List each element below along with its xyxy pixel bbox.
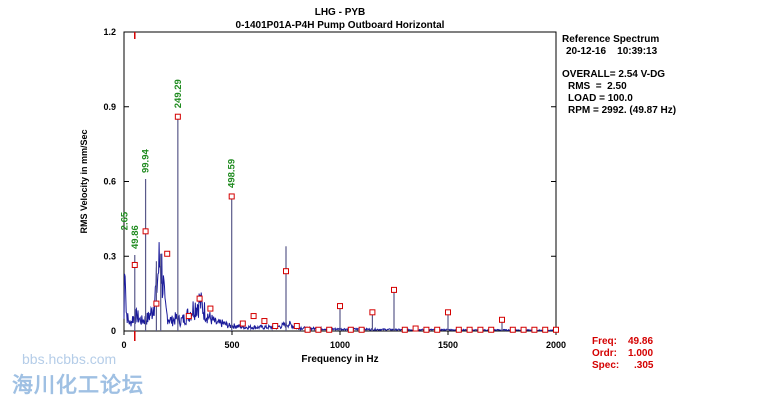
x-axis-label: Frequency in Hz: [301, 354, 378, 365]
peak-marker: [401, 326, 408, 333]
peak-marker: [228, 193, 235, 200]
peak-marker: [164, 250, 171, 257]
peak-marker: [477, 326, 484, 333]
cursor-freq-value: 49.86: [628, 336, 654, 347]
x-tick-label: 500: [224, 340, 239, 350]
peak-marker: [261, 318, 268, 325]
peak-marker: [185, 313, 192, 320]
cursor-spec-label: Spec:: [592, 360, 620, 371]
y-tick-label: 0: [111, 326, 116, 336]
peak-marker: [358, 326, 365, 333]
peak-marker: [283, 268, 289, 275]
watermark-forum-name: 海川化工论坛: [12, 374, 144, 397]
peak-marker: [142, 228, 149, 235]
peak-marker: [174, 113, 181, 120]
timestamp: 20-12-16 10:39:13: [566, 46, 658, 57]
chart-title: LHG - PYB: [314, 7, 366, 18]
rms-value: RMS = 2.50: [568, 81, 627, 92]
peak-marker: [337, 303, 343, 310]
peak-marker: [315, 326, 322, 333]
x-tick-label: 1500: [438, 340, 458, 350]
peak-marker: [499, 316, 505, 323]
peak-marker: [304, 326, 311, 333]
peak-marker: [207, 305, 214, 312]
y-tick-label: 0.6: [103, 177, 116, 187]
peak-marker: [412, 325, 419, 332]
peak-marker: [250, 313, 257, 320]
peak-marker: [391, 286, 397, 293]
peak-marker: [466, 326, 473, 333]
rpm-value: RPM = 2992. (49.87 Hz): [568, 105, 677, 116]
cursor-spec-value: .305: [634, 360, 654, 371]
peak-marker: [293, 323, 300, 330]
peak-marker: [509, 326, 516, 333]
peak-marker: [153, 300, 160, 307]
y-axis-label: RMS Velocity in mm/Sec: [79, 129, 89, 233]
x-tick-label: 0: [121, 340, 126, 350]
y-tick-label: 0.3: [103, 251, 116, 261]
peak-marker: [239, 320, 246, 327]
peak-marker: [531, 326, 538, 333]
peak-marker: [347, 326, 354, 333]
y-tick-label: 1.2: [103, 27, 116, 37]
y-tick-label: 0.9: [103, 102, 116, 112]
peak-marker: [455, 326, 462, 333]
peak-label: 99.94: [141, 149, 152, 173]
peak-marker: [520, 326, 527, 333]
cursor-order-value: 1.000: [628, 348, 654, 359]
peak-label: 49.86: [130, 225, 141, 249]
peak-marker: [542, 326, 549, 333]
peak-marker: [369, 309, 376, 316]
overall-value: OVERALL= 2.54 V-DG: [562, 69, 666, 80]
peak-label: 2.65: [120, 211, 131, 230]
chart-subtitle: 0-1401P01A-P4H Pump Outboard Horizontal: [235, 20, 445, 31]
load-value: LOAD = 100.0: [568, 93, 633, 104]
peak-label: 498.59: [227, 159, 238, 188]
x-tick-label: 2000: [546, 340, 566, 350]
peak-marker: [488, 326, 495, 333]
plot-frame: [123, 31, 557, 332]
peak-marker: [423, 326, 430, 333]
cursor-freq-label: Freq:: [592, 336, 617, 347]
peak-label: 249.29: [173, 79, 184, 108]
reference-spectrum-label: Reference Spectrum: [562, 34, 660, 45]
peak-marker: [272, 323, 279, 330]
peak-marker: [326, 326, 333, 333]
peak-marker: [131, 261, 138, 268]
x-tick-label: 1000: [330, 340, 350, 350]
peak-marker: [445, 309, 451, 316]
watermark-url: bbs.hcbbs.com: [22, 351, 117, 367]
peak-marker: [553, 326, 559, 333]
peak-marker: [434, 326, 441, 333]
peak-marker: [196, 295, 203, 302]
cursor-order-label: Ordr:: [592, 348, 617, 359]
